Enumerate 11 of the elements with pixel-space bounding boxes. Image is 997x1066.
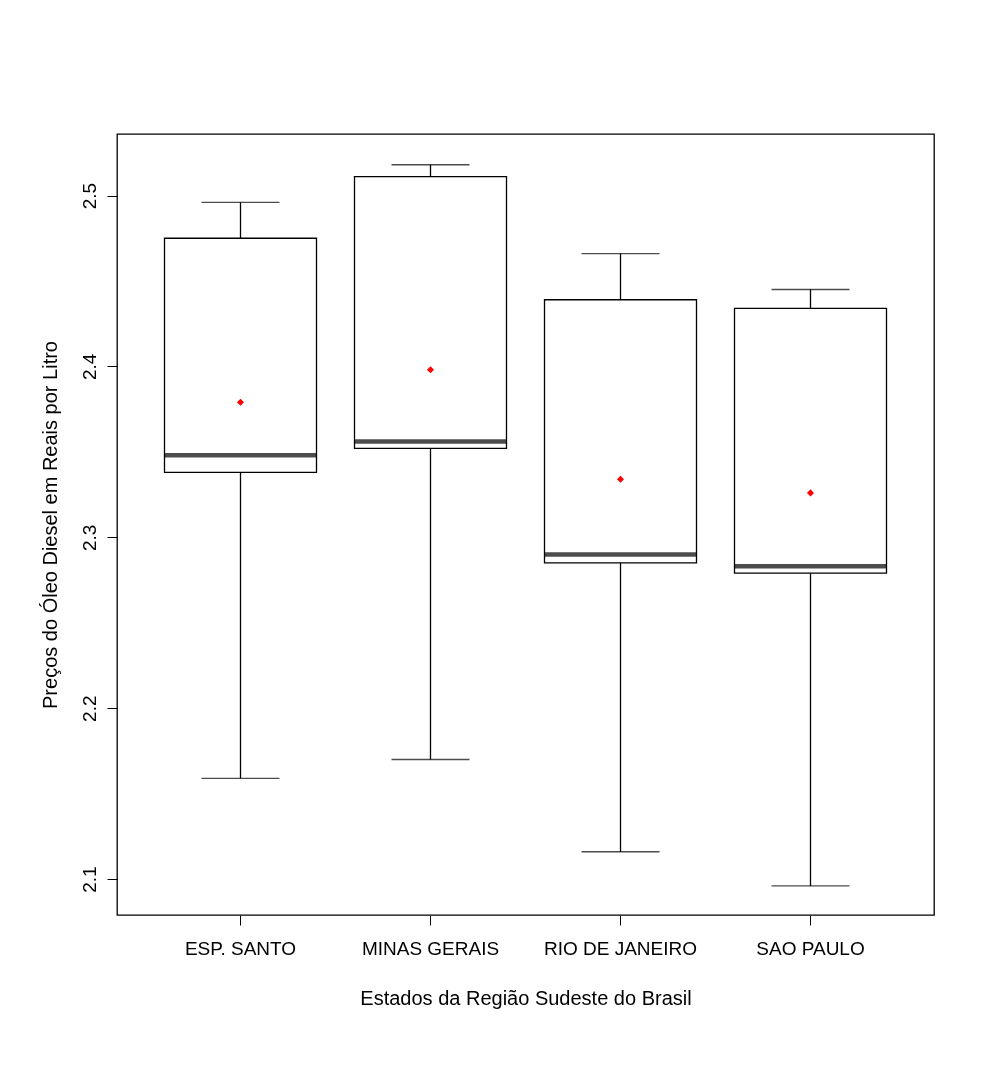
x-tick-label: SAO PAULO — [756, 937, 865, 959]
x-tick-label: RIO DE JANEIRO — [543, 937, 698, 959]
y-tick-label: 2.3 — [78, 524, 100, 552]
y-tick-label: 2.5 — [78, 182, 100, 210]
y-tick-label: 2.1 — [78, 866, 100, 893]
x-axis-title: Estados da Região Sudeste do Brasil — [360, 986, 692, 1009]
y-tick-label: 2.4 — [78, 353, 100, 381]
y-tick-label: 2.2 — [78, 695, 100, 722]
x-tick-label: ESP. SANTO — [184, 937, 297, 959]
y-axis-title: Preços do Óleo Diesel em Reais por Litro — [38, 341, 61, 709]
x-tick-label: MINAS GERAIS — [361, 937, 500, 959]
